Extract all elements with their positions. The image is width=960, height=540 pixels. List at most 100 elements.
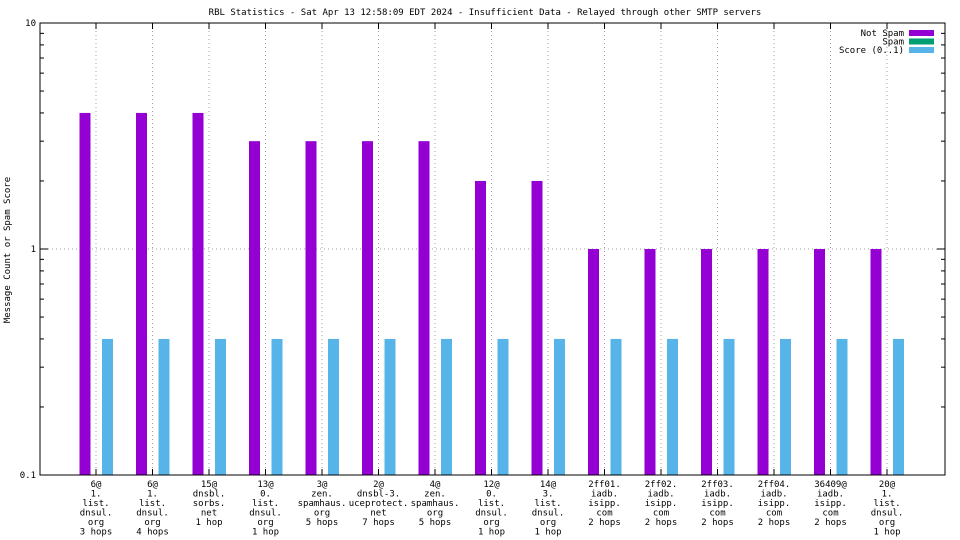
x-tick-label-6: 4@ zen. spamhaus. org 5 hops <box>411 480 460 528</box>
bar-score-8 <box>554 338 565 475</box>
x-tick-label-line: dnsbl-3. <box>357 490 400 500</box>
x-tick-label-line: uceprotect. <box>349 499 409 509</box>
x-tick-label-line: com <box>596 509 612 519</box>
x-tick-label-12: 2ff04. iadb. isipp. com 2 hops <box>758 480 791 528</box>
x-tick-label-line: com <box>653 509 669 519</box>
legend-label-0: Not Spam <box>861 29 904 39</box>
x-tick-label-line: 5 hops <box>306 518 339 528</box>
x-tick-label-line: 1. <box>882 490 893 500</box>
legend-label-1: Spam <box>882 38 904 48</box>
x-tick-label-line: org <box>483 518 499 528</box>
x-tick-label-line: iadb. <box>647 490 674 500</box>
x-tick-label-line: org <box>144 518 160 528</box>
bar-not-spam-1 <box>136 112 147 475</box>
x-tick-label-line: dnsul. <box>136 509 169 519</box>
x-tick-label-line: 14@ <box>540 480 557 490</box>
x-tick-label-line: sorbs. <box>193 499 226 509</box>
x-tick-label-line: 1 hop <box>534 528 561 538</box>
x-tick-label-line: dnsul. <box>249 509 282 519</box>
x-tick-label-line: org <box>540 518 556 528</box>
x-tick-label-line: 3 hops <box>80 528 113 538</box>
x-tick-label-line: isipp. <box>645 499 678 509</box>
x-tick-label-line: dnsul. <box>871 509 904 519</box>
x-tick-label-line: 36409@ <box>814 480 847 490</box>
x-tick-label-line: net <box>370 509 386 519</box>
bar-score-12 <box>780 338 791 475</box>
x-tick-label-9: 2ff01. iadb. isipp. com 2 hops <box>588 480 621 528</box>
x-tick-label-line: 2ff04. <box>758 480 791 490</box>
x-tick-label-line: 2 hops <box>701 518 734 528</box>
y-tick-label-1: 1 <box>31 245 36 255</box>
bar-score-14 <box>893 338 904 475</box>
x-tick-label-line: 1. <box>91 490 102 500</box>
bar-not-spam-5 <box>362 141 373 475</box>
x-tick-label-line: org <box>314 509 330 519</box>
x-tick-label-line: isipp. <box>588 499 621 509</box>
bar-score-9 <box>610 338 622 475</box>
bar-not-spam-6 <box>418 141 430 475</box>
x-tick-label-line: 12@ <box>483 480 500 490</box>
x-tick-label-line: 1 hop <box>478 528 505 538</box>
bar-not-spam-7 <box>475 180 486 475</box>
bar-score-0 <box>102 338 113 475</box>
x-tick-label-line: spamhaus. <box>298 499 347 509</box>
bar-not-spam-11 <box>701 249 712 475</box>
legend-swatch-0 <box>909 30 934 36</box>
x-tick-label-line: 7 hops <box>362 518 395 528</box>
x-tick-label-line: list. <box>478 499 505 509</box>
x-tick-label-1: 6@ 1. list. dnsul. org 4 hops <box>136 480 169 538</box>
x-tick-label-line: isipp. <box>701 499 734 509</box>
x-tick-label-line: 2 hops <box>588 518 621 528</box>
bar-score-2 <box>215 338 226 475</box>
bar-score-13 <box>836 338 848 475</box>
x-tick-label-line: dnsul. <box>80 509 113 519</box>
x-tick-label-line: list. <box>252 499 279 509</box>
x-tick-label-line: list. <box>139 499 166 509</box>
x-tick-label-line: list. <box>873 499 900 509</box>
y-tick-label-2: 10 <box>25 19 36 29</box>
legend-swatch-2 <box>909 47 934 53</box>
x-tick-label-line: 2ff01. <box>588 480 621 490</box>
x-tick-label-line: 0. <box>486 490 497 500</box>
x-tick-label-4: 3@ zen. spamhaus. org 5 hops <box>298 480 347 528</box>
x-tick-label-line: 3. <box>543 490 554 500</box>
x-tick-label-8: 14@ 3. list. dnsul. org 1 hop <box>532 480 565 538</box>
x-tick-label-line: com <box>709 509 725 519</box>
x-tick-label-5: 2@ dnsbl-3. uceprotect. net 7 hops <box>349 480 409 528</box>
y-axis-ticks: 0.1 1 10 <box>20 19 945 481</box>
bar-score-5 <box>384 338 396 475</box>
x-tick-label-13: 36409@ iadb. isipp. com 2 hops <box>814 480 847 528</box>
x-tick-label-line: 2 hops <box>645 518 678 528</box>
x-tick-label-10: 2ff02. iadb. isipp. com 2 hops <box>645 480 678 528</box>
x-tick-label-line: zen. <box>424 490 446 500</box>
x-tick-label-line: spamhaus. <box>411 499 460 509</box>
bar-not-spam-8 <box>531 180 543 475</box>
x-tick-label-line: 4 hops <box>136 528 169 538</box>
x-tick-label-line: net <box>201 509 217 519</box>
x-tick-label-line: org <box>879 518 895 528</box>
bar-not-spam-14 <box>870 249 882 475</box>
x-tick-label-line: org <box>88 518 104 528</box>
bar-score-1 <box>158 338 170 475</box>
legend-label-2: Score (0..1) <box>839 46 904 56</box>
x-tick-label-line: 1 hop <box>195 518 222 528</box>
bar-not-spam-12 <box>757 249 769 475</box>
x-tick-label-line: iadb. <box>817 490 844 500</box>
bar-score-3 <box>271 338 283 475</box>
bar-score-4 <box>328 338 339 475</box>
x-tick-label-line: 2 hops <box>814 518 847 528</box>
x-tick-label-line: 2@ <box>373 480 384 490</box>
x-tick-label-line: 6@ <box>147 480 158 490</box>
x-tick-label-line: 6@ <box>91 480 102 490</box>
x-tick-label-14: 20@ 1. list. dnsul. org 1 hop <box>871 480 904 538</box>
x-tick-label-line: isipp. <box>814 499 847 509</box>
x-tick-label-line: 15@ <box>201 480 218 490</box>
bar-score-11 <box>723 338 735 475</box>
bars-group <box>79 112 904 475</box>
x-tick-label-line: zen. <box>311 490 333 500</box>
y-axis-label: Message Count or Spam Score <box>3 177 13 323</box>
x-tick-label-line: 4@ <box>430 480 441 490</box>
gridlines <box>40 23 945 475</box>
